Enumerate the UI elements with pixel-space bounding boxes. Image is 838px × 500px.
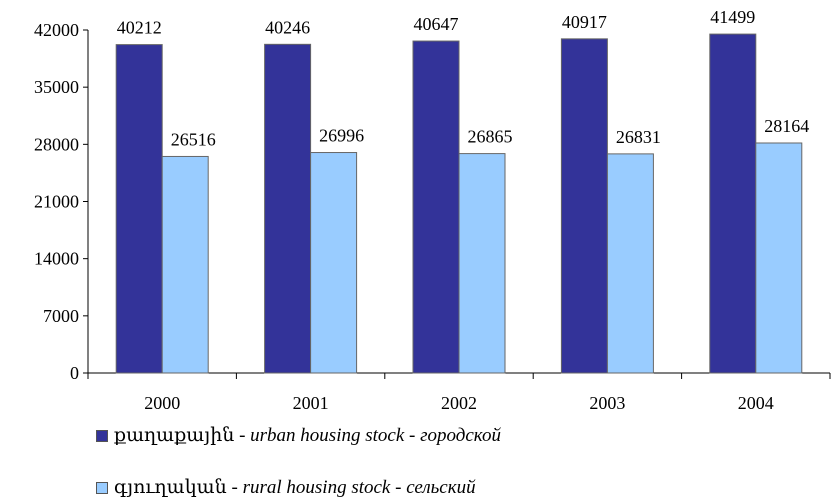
x-tick-label: 2001 [293, 393, 329, 413]
x-tick-label: 2004 [738, 393, 774, 413]
legend-label-native: քաղաքային [114, 425, 235, 446]
x-tick-label: 2003 [589, 393, 625, 413]
y-tick-label: 21000 [34, 192, 79, 212]
data-labels: 40212 26516 40246 26996 40647 26865 40917 26831… [117, 7, 810, 149]
bar-rural [755, 142, 803, 374]
y-tick-label: 7000 [43, 306, 79, 326]
y-tick-label: 0 [70, 363, 79, 383]
legend-label-russian: сельский [406, 476, 476, 498]
legend-swatch-urban [96, 429, 108, 442]
legend-swatch-rural [96, 481, 108, 494]
y-tick-label: 42000 [34, 20, 79, 40]
y-tick-label: 28000 [34, 134, 79, 154]
data-label-urban: 40647 [414, 14, 459, 34]
bar-urban [709, 33, 757, 374]
legend-item-urban: քաղաքային - urban housing stock - городс… [96, 424, 501, 447]
legend-label-russian: городской [420, 424, 501, 446]
legend-item-rural: գյուղական - rural housing stock - сельск… [96, 476, 476, 499]
legend-label-english: urban housing stock [250, 424, 405, 446]
y-tick-label: 14000 [34, 249, 79, 269]
data-label-urban: 40246 [265, 17, 310, 37]
data-label-rural: 26996 [319, 126, 364, 146]
legend-separator: - [226, 476, 243, 498]
x-tick-label: 2002 [441, 393, 477, 413]
bar-urban [412, 40, 460, 374]
bar-rural [161, 155, 209, 374]
data-label-rural: 26516 [171, 129, 216, 149]
y-tick-label: 35000 [34, 77, 79, 97]
data-label-urban: 40917 [562, 12, 607, 32]
bar-urban [560, 38, 608, 374]
bar-rural [606, 153, 654, 374]
data-label-urban: 40212 [117, 18, 162, 38]
bar-urban [115, 44, 163, 374]
legend-label-native: գյուղական [114, 477, 227, 498]
data-label-rural: 26865 [468, 127, 513, 147]
bar-rural [310, 152, 358, 374]
x-axis: 2000 2001 2002 2003 2004 [87, 372, 831, 413]
data-label-urban: 41499 [710, 7, 755, 27]
legend-separator: - [234, 424, 251, 446]
legend-separator: - [404, 424, 421, 446]
legend-separator: - [390, 476, 407, 498]
bar-rural [458, 153, 506, 374]
data-label-rural: 28164 [764, 116, 809, 136]
data-label-rural: 26831 [616, 127, 661, 147]
x-tick-label: 2000 [144, 393, 180, 413]
bar-urban [264, 43, 312, 374]
y-axis: 0 7000 14000 21000 28000 35000 42000 [34, 20, 89, 383]
legend-label-english: rural housing stock [242, 476, 391, 498]
bars [115, 33, 803, 374]
